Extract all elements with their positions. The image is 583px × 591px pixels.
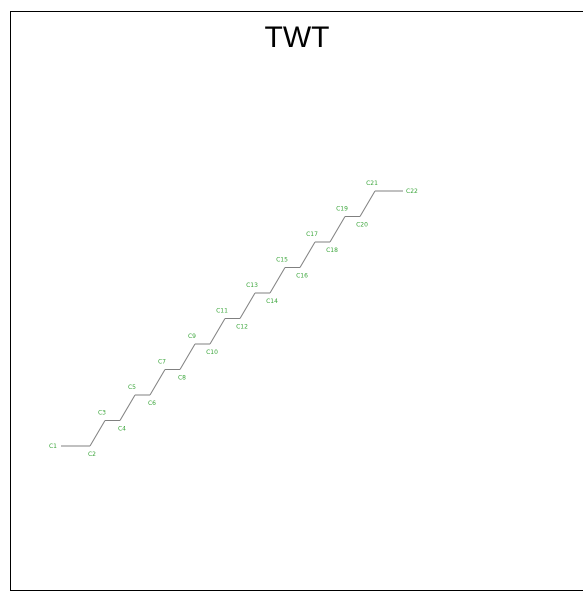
atom-label-c5: C5 [128, 384, 136, 391]
atom-label-c20: C20 [356, 222, 368, 229]
atom-label-c12: C12 [236, 324, 248, 331]
bond-c2-c3 [90, 421, 105, 447]
bond-c10-c11 [210, 319, 225, 345]
bond-c4-c5 [120, 395, 135, 421]
atom-label-c4: C4 [118, 426, 126, 433]
atom-label-c13: C13 [246, 282, 258, 289]
bond-c8-c9 [180, 344, 195, 370]
atom-label-c2: C2 [88, 451, 96, 458]
atom-label-c10: C10 [206, 349, 218, 356]
atom-label-c14: C14 [266, 298, 278, 305]
atom-label-c8: C8 [178, 375, 186, 382]
bond-c14-c15 [270, 268, 285, 294]
atom-label-c17: C17 [306, 231, 318, 238]
bond-c6-c7 [150, 370, 165, 396]
atom-label-c19: C19 [336, 206, 348, 213]
atom-label-c22: C22 [406, 188, 418, 195]
atom-label-c15: C15 [276, 257, 288, 264]
atom-label-c9: C9 [188, 333, 196, 340]
bond-c16-c17 [300, 242, 315, 268]
atom-label-c16: C16 [296, 273, 308, 280]
bond-c12-c13 [240, 293, 255, 319]
atom-label-c1: C1 [49, 443, 57, 450]
bonds-layer [61, 191, 403, 446]
atom-label-c3: C3 [98, 410, 106, 417]
atom-label-c21: C21 [366, 180, 378, 187]
atom-label-c18: C18 [326, 247, 338, 254]
atom-label-c11: C11 [216, 308, 228, 315]
bond-c20-c21 [360, 191, 375, 217]
bond-c18-c19 [330, 217, 345, 243]
atom-label-c6: C6 [148, 400, 156, 407]
atom-label-c7: C7 [158, 359, 166, 366]
